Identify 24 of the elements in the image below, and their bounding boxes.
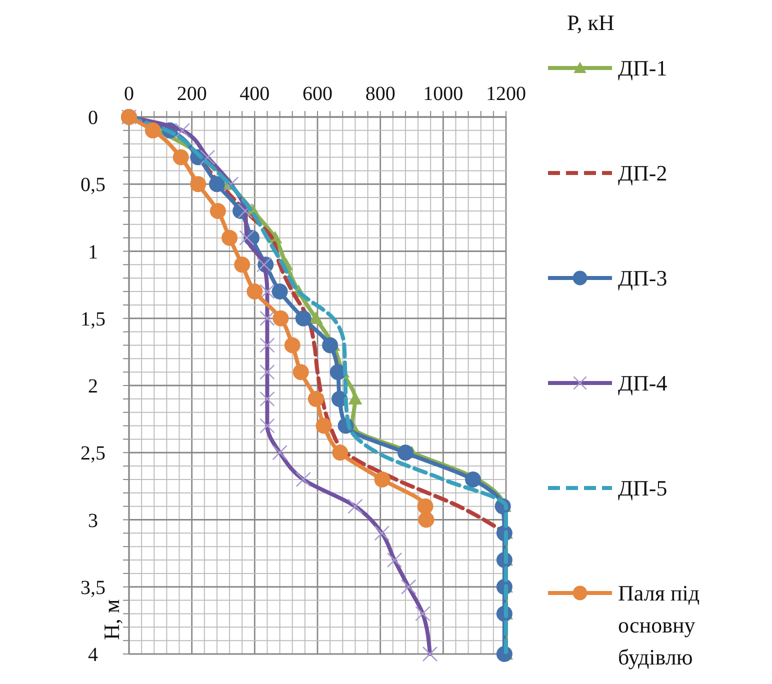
y-tick-label: 4: [88, 644, 98, 666]
y-tick-label: 3: [88, 510, 98, 532]
legend-label: ДП-3: [618, 266, 668, 291]
legend-label: ДП-5: [618, 476, 668, 501]
x-tick-label: 200: [176, 83, 207, 105]
x-axis-title: P, кН: [567, 10, 614, 35]
legend-label: ДП-4: [618, 370, 668, 396]
y-tick-label: 0,5: [80, 174, 106, 196]
legend-label: ДП-1: [618, 56, 668, 81]
y-axis-title: H, м: [99, 599, 124, 640]
x-tick-label: 800: [365, 83, 396, 105]
y-tick-label: 3,5: [80, 576, 106, 599]
y-tick-label: 2: [88, 376, 98, 398]
legend-label: Паля під основну будівлю: [618, 580, 700, 670]
x-tick-label: 1200: [486, 83, 526, 105]
y-tick-label: 2,5: [80, 442, 106, 465]
x-tick-label: 1000: [423, 83, 464, 105]
x-tick-label: 0: [124, 83, 134, 105]
y-tick-label: 1: [88, 241, 98, 264]
y-tick-label: 1,5: [80, 308, 106, 330]
x-tick-label: 600: [302, 83, 332, 105]
legend-label: ДП-2: [618, 160, 668, 186]
y-tick-label: 0: [88, 107, 98, 129]
x-tick-label: 400: [240, 83, 270, 105]
